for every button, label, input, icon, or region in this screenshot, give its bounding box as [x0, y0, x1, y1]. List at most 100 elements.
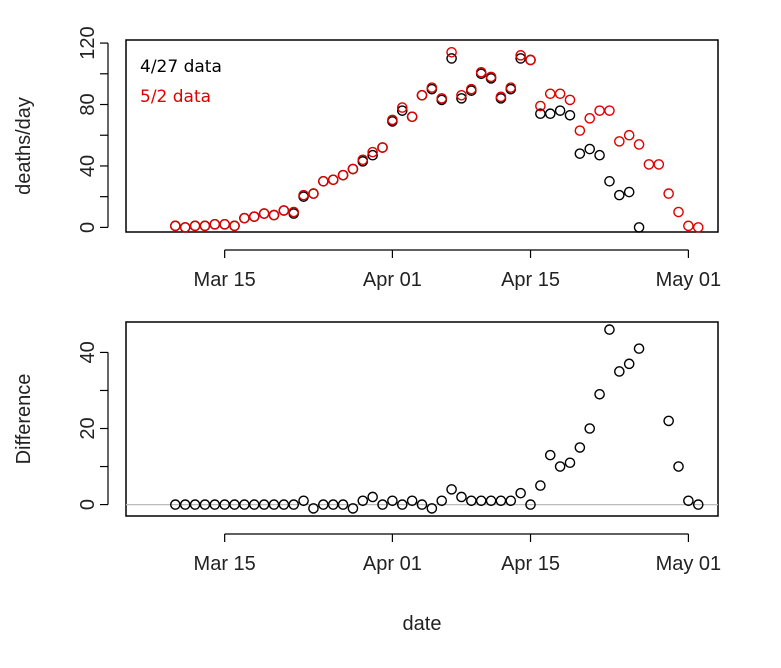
point-5-2-data	[387, 114, 398, 126]
point-4-27-data	[367, 149, 378, 161]
point-5-2-data	[505, 82, 517, 93]
point-5-2-data	[436, 93, 448, 104]
x-tick-label: Apr 01	[363, 269, 422, 291]
point	[663, 415, 674, 427]
point	[594, 388, 605, 400]
point-5-2-data	[347, 163, 359, 175]
legend-entry-4-27: 4/27 data	[140, 57, 222, 77]
point-5-2-data	[564, 94, 576, 106]
y-tick-label: 40	[77, 341, 99, 363]
point-4-27-data	[456, 93, 467, 104]
point-5-2-data	[318, 176, 329, 187]
point-5-2-data	[170, 220, 181, 232]
y-axis: 0 40 80 120	[77, 26, 109, 233]
points	[170, 46, 704, 233]
y-tick-label: 0	[77, 222, 99, 233]
point	[298, 495, 309, 507]
point-5-2-data	[426, 82, 438, 93]
point	[436, 495, 448, 507]
x-axis: Mar 15 Apr 01 Apr 15 May 01	[194, 249, 722, 291]
point-5-2-data	[623, 129, 635, 141]
point-4-27-data	[574, 148, 586, 159]
point	[683, 495, 694, 507]
point	[456, 491, 467, 503]
point-5-2-data	[219, 219, 230, 230]
point-5-2-data	[298, 189, 309, 201]
y-axis: 0 20 40	[77, 341, 109, 510]
x-axis-title: date	[403, 613, 442, 635]
point	[633, 343, 645, 354]
point-5-2-data	[535, 100, 546, 112]
point-5-2-data	[357, 154, 369, 166]
point-5-2-data	[268, 209, 280, 221]
point	[584, 423, 596, 434]
point	[396, 499, 408, 510]
point	[377, 499, 388, 510]
point	[535, 480, 546, 491]
x-tick-label: Mar 15	[194, 269, 256, 291]
difference-panel: 0 20 40 Mar 15 Apr 01 Apr 15 May 01 Differenc…	[13, 321, 722, 635]
point-4-27-data	[623, 186, 635, 198]
point-5-2-data	[544, 88, 556, 100]
point-5-2-data	[258, 208, 270, 219]
point-4-27-data	[544, 108, 556, 120]
point	[564, 457, 576, 469]
point-4-27-data	[633, 222, 645, 233]
point-4-27-data	[554, 105, 566, 116]
point-5-2-data	[278, 205, 290, 216]
point-5-2-data	[574, 125, 586, 136]
point-5-2-data	[367, 146, 378, 158]
point-5-2-data	[446, 46, 457, 58]
point	[446, 484, 457, 495]
point	[387, 495, 398, 507]
point-5-2-data	[416, 89, 428, 101]
point-5-2-data	[456, 89, 467, 101]
y-axis-title: deaths/day	[13, 97, 35, 195]
point-5-2-data	[475, 66, 487, 78]
x-tick-label: May 01	[656, 269, 722, 291]
x-tick-label: Apr 01	[363, 553, 422, 575]
point-5-2-data	[377, 142, 388, 153]
point-5-2-data	[673, 206, 684, 218]
point-4-27-data	[396, 105, 408, 116]
point	[574, 442, 586, 453]
point	[544, 449, 556, 461]
point-5-2-data	[327, 174, 339, 186]
point-5-2-data	[396, 102, 408, 113]
point-5-2-data	[189, 220, 201, 232]
point-5-2-data	[683, 220, 694, 232]
y-tick-label: 0	[77, 499, 99, 510]
point	[337, 499, 349, 510]
point-5-2-data	[495, 91, 507, 103]
x-tick-label: May 01	[656, 553, 722, 575]
point-5-2-data	[594, 105, 605, 116]
point	[604, 324, 615, 335]
point-5-2-data	[337, 169, 349, 181]
plot-frame	[125, 321, 719, 517]
point-5-2-data	[653, 159, 665, 170]
point-4-27-data	[564, 109, 576, 121]
point	[554, 461, 566, 472]
point	[426, 503, 438, 514]
point-5-2-data	[179, 222, 191, 233]
legend-entry-5-2: 5/2 data	[140, 87, 211, 107]
y-tick-label: 40	[77, 155, 99, 177]
x-tick-label: Apr 15	[501, 553, 560, 575]
point	[692, 499, 704, 510]
point-5-2-data	[229, 220, 240, 232]
point-5-2-data	[515, 50, 526, 61]
point	[673, 461, 684, 472]
point-5-2-data	[485, 71, 497, 83]
legend: 4/27 data 5/2 data	[140, 57, 222, 107]
point-5-2-data	[643, 159, 655, 170]
y-tick-label: 80	[77, 93, 99, 115]
x-axis: Mar 15 Apr 01 Apr 15 May 01	[194, 533, 722, 575]
point	[347, 503, 359, 514]
point-4-27-data	[515, 53, 526, 64]
point	[416, 499, 428, 510]
point-5-2-data	[308, 188, 319, 199]
point-4-27-data	[584, 143, 596, 155]
point-5-2-data	[239, 212, 250, 224]
point-5-2-data	[604, 105, 615, 116]
